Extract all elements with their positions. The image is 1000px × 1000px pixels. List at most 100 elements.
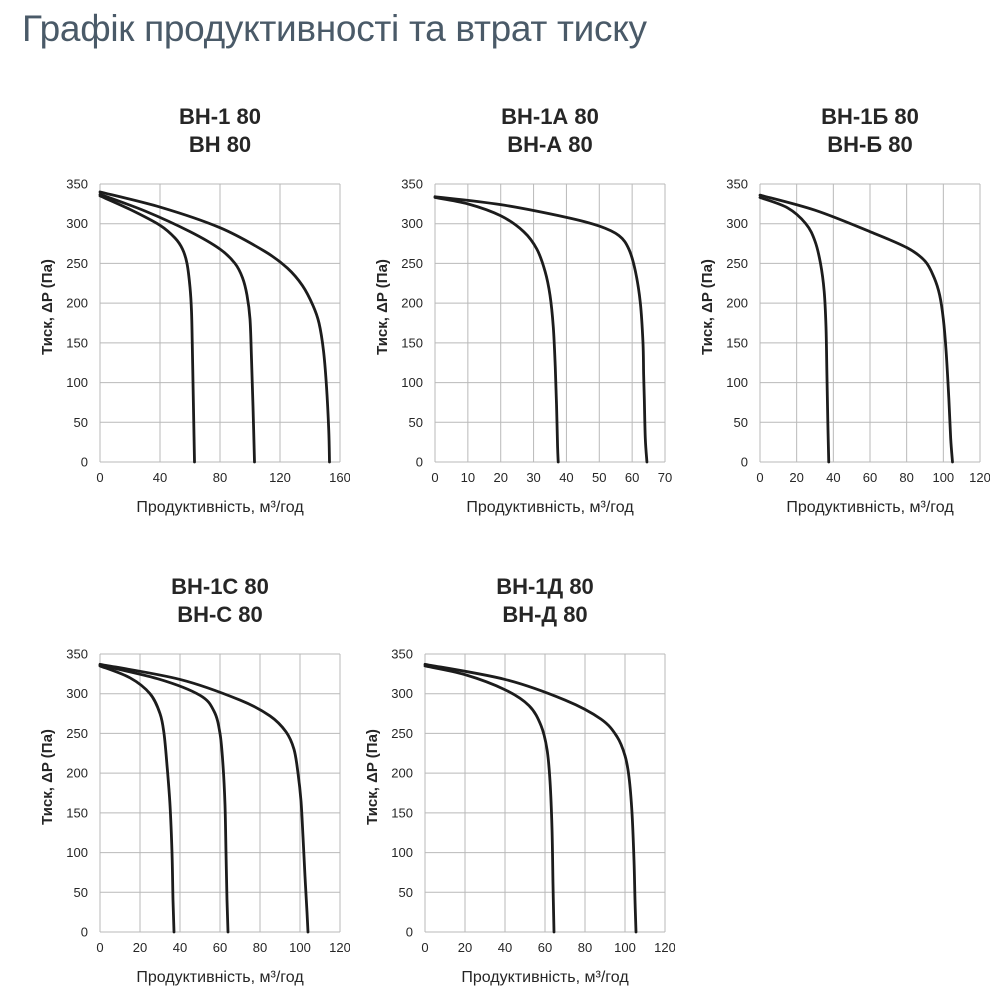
series-line-3 — [98, 662, 310, 934]
x-tick-label: 120 — [329, 940, 350, 955]
x-tick-label: 50 — [592, 470, 606, 485]
y-tick-label: 350 — [401, 177, 423, 192]
y-tick-label: 0 — [81, 925, 88, 940]
series-line-1 — [98, 664, 176, 934]
x-tick-label: 70 — [658, 470, 672, 485]
x-tick-label: 80 — [578, 940, 592, 955]
y-tick-label: 350 — [66, 647, 88, 662]
y-tick-label: 300 — [726, 216, 748, 231]
y-tick-label: 50 — [399, 885, 413, 900]
x-axis-label: Продуктивність, м³/год — [136, 969, 304, 986]
x-axis-label: Продуктивність, м³/год — [466, 499, 634, 516]
x-tick-label: 60 — [625, 470, 639, 485]
x-tick-label: 20 — [493, 470, 507, 485]
y-axis-label: Тиск, ΔP (Па) — [364, 729, 381, 825]
y-axis-label: Тиск, ΔP (Па) — [39, 259, 56, 355]
y-tick-label: 150 — [401, 335, 423, 350]
y-tick-label: 300 — [401, 216, 423, 231]
x-tick-label: 40 — [173, 940, 187, 955]
y-tick-label: 0 — [741, 455, 748, 470]
y-tick-label: 300 — [391, 686, 413, 701]
x-axis-label: Продуктивність, м³/год — [786, 499, 954, 516]
series-line-1 — [98, 194, 196, 464]
y-tick-label: 100 — [726, 375, 748, 390]
chart-svg: ВН-1 80 ВН 80 0 40 80 120 160 0 50 100 150 200 250 30… — [39, 104, 350, 516]
y-axis-label: Тиск, ΔP (Па) — [699, 259, 716, 355]
chart-title-line: ВН-1С 80 — [171, 574, 269, 599]
x-tick-label: 80 — [899, 470, 913, 485]
x-tick-label: 80 — [253, 940, 267, 955]
x-tick-label: 40 — [498, 940, 512, 955]
x-tick-label: 120 — [654, 940, 675, 955]
chart-vn-1-80: ВН-1 80 ВН 80 0 40 80 120 160 0 50 100 150 200 250 30… — [20, 96, 350, 526]
x-tick-label: 60 — [863, 470, 877, 485]
x-axis-label: Продуктивність, м³/год — [136, 499, 304, 516]
page-title: Графік продуктивності та втрат тиску — [22, 8, 647, 49]
y-tick-label: 350 — [66, 177, 88, 192]
x-tick-label: 0 — [421, 940, 428, 955]
x-tick-label: 0 — [756, 470, 763, 485]
y-tick-label: 50 — [734, 415, 748, 430]
y-tick-label: 250 — [66, 256, 88, 271]
series-line-1 — [423, 664, 556, 934]
y-tick-label: 150 — [391, 805, 413, 820]
chart-svg: ВН-1Б 80 ВН-Б 80 0 20 40 60 80 100 120 0 50 100 150 2… — [699, 104, 990, 516]
chart-title-line: ВН 80 — [189, 132, 251, 157]
y-axis-label: Тиск, ΔP (Па) — [39, 729, 56, 825]
x-tick-label: 20 — [789, 470, 803, 485]
y-tick-label: 250 — [726, 256, 748, 271]
y-tick-label: 250 — [66, 726, 88, 741]
y-tick-label: 300 — [66, 216, 88, 231]
series-line-2 — [98, 192, 256, 464]
x-tick-label: 30 — [526, 470, 540, 485]
chart-svg: ВН-1Д 80 ВН-Д 80 0 20 40 60 80 100 120 0 50 100 150 2… — [364, 574, 675, 986]
series-line-2 — [423, 662, 638, 934]
chart-title-line: ВН-А 80 — [507, 132, 593, 157]
x-tick-label: 100 — [289, 940, 311, 955]
x-tick-label: 40 — [153, 470, 167, 485]
chart-title-line: ВН-1 80 — [179, 104, 261, 129]
y-tick-label: 200 — [66, 766, 88, 781]
y-tick-label: 300 — [66, 686, 88, 701]
y-axis-label: Тиск, ΔP (Па) — [374, 259, 391, 355]
y-tick-label: 100 — [401, 375, 423, 390]
chart-title-line: ВН-1Б 80 — [821, 104, 919, 129]
y-tick-label: 150 — [726, 335, 748, 350]
y-tick-label: 200 — [391, 766, 413, 781]
x-tick-label: 20 — [133, 940, 147, 955]
chart-title-line: ВН-С 80 — [177, 602, 263, 627]
x-tick-label: 160 — [329, 470, 350, 485]
y-tick-label: 250 — [401, 256, 423, 271]
x-tick-label: 20 — [458, 940, 472, 955]
series-line-2 — [98, 663, 230, 934]
series-line-1 — [433, 196, 560, 464]
y-tick-label: 200 — [401, 296, 423, 311]
x-tick-label: 0 — [96, 940, 103, 955]
chart-vn-1a-80: ВН-1А 80 ВН-А 80 0 10 20 30 40 50 60 70 0 50 100 150 2… — [355, 96, 675, 526]
x-tick-label: 60 — [213, 940, 227, 955]
y-tick-label: 50 — [74, 885, 88, 900]
y-tick-label: 350 — [726, 177, 748, 192]
chart-title-line: ВН-Д 80 — [502, 602, 587, 627]
y-tick-label: 250 — [391, 726, 413, 741]
chart-title-line: ВН-1А 80 — [501, 104, 599, 129]
y-tick-label: 50 — [409, 415, 423, 430]
x-tick-label: 60 — [538, 940, 552, 955]
y-tick-label: 0 — [406, 925, 413, 940]
series-line-2 — [433, 195, 649, 464]
y-tick-label: 200 — [66, 296, 88, 311]
series-line-3 — [98, 190, 331, 464]
chart-vn-1c-80: ВН-1С 80 ВН-С 80 0 20 40 60 80 100 120 0 50 100 150 2… — [20, 566, 350, 996]
chart-svg: ВН-1С 80 ВН-С 80 0 20 40 60 80 100 120 0 50 100 150 2… — [39, 574, 350, 986]
chart-vn-1b-80: ВН-1Б 80 ВН-Б 80 0 20 40 60 80 100 120 0 50 100 150 2… — [680, 96, 990, 526]
x-tick-label: 120 — [969, 470, 990, 485]
chart-svg: ВН-1А 80 ВН-А 80 0 10 20 30 40 50 60 70 0 50 100 150 2… — [374, 104, 672, 516]
x-tick-label: 40 — [559, 470, 573, 485]
series-line-1 — [758, 196, 831, 464]
y-tick-label: 350 — [391, 647, 413, 662]
x-tick-label: 0 — [96, 470, 103, 485]
chart-vn-1d-80: ВН-1Д 80 ВН-Д 80 0 20 40 60 80 100 120 0 50 100 150 2… — [345, 566, 675, 996]
x-tick-label: 120 — [269, 470, 291, 485]
y-tick-label: 150 — [66, 335, 88, 350]
chart-title-line: ВН-1Д 80 — [496, 574, 594, 599]
